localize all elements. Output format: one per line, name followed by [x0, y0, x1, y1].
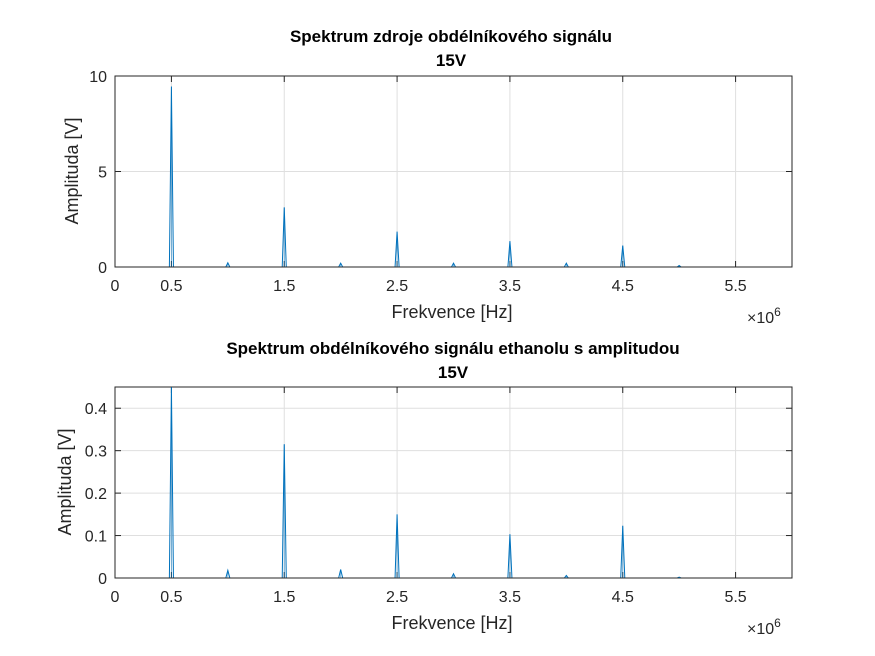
x-axis-label: Frekvence [Hz] [391, 302, 512, 322]
x-tick-label: 5.5 [724, 278, 746, 295]
x-tick-label: 3.5 [499, 278, 521, 295]
x-tick-label: 1.5 [273, 278, 295, 295]
chart-subtitle: 15V [438, 363, 469, 382]
x-tick-label: 5.5 [724, 589, 746, 606]
x-tick-label: 2.5 [386, 278, 408, 295]
x-tick-label: 1.5 [273, 589, 295, 606]
axes-frame [114, 386, 793, 579]
x-tick-label: 0.5 [160, 589, 182, 606]
x-exponent-base: ×10 [747, 310, 774, 327]
x-tick-label: 3.5 [499, 589, 521, 606]
chart-title: Spektrum obdélníkového signálu ethanolu … [226, 339, 679, 358]
x-tick-label: 0.5 [160, 278, 182, 295]
x-tick-label: 4.5 [612, 278, 634, 295]
y-tick-label: 0.1 [85, 529, 107, 546]
x-exponent-label: ×106 [747, 305, 781, 327]
y-tick-label: 0.4 [85, 401, 107, 418]
x-exponent-base: ×10 [747, 621, 774, 638]
x-exponent-power: 6 [774, 616, 781, 630]
y-axis-label: Amplituda [V] [55, 428, 75, 535]
y-tick-label: 0.3 [85, 444, 107, 461]
x-axis-label: Frekvence [Hz] [391, 613, 512, 633]
x-tick-label: 2.5 [386, 589, 408, 606]
y-tick-label: 0.2 [85, 486, 107, 503]
y-tick-label: 5 [98, 165, 107, 182]
x-exponent-power: 6 [774, 305, 781, 319]
x-tick-label: 0 [111, 278, 120, 295]
x-tick-label: 4.5 [612, 589, 634, 606]
y-axis-label: Amplituda [V] [62, 117, 82, 224]
spectrum-line [115, 86, 767, 268]
spectrum-line [115, 386, 767, 579]
chart-subtitle: 15V [436, 51, 467, 70]
y-tick-label: 0 [98, 571, 107, 588]
chart-title: Spektrum zdroje obdélníkového signálu [290, 27, 612, 46]
subplot-ethanol-spectrum: Spektrum obdélníkového signálu ethanolu … [55, 339, 793, 638]
subplot-source-spectrum: Spektrum zdroje obdélníkového signálu 15… [62, 27, 793, 327]
x-exponent-label: ×106 [747, 616, 781, 638]
y-tick-label: 0 [98, 260, 107, 277]
y-tick-label: 10 [89, 69, 107, 86]
x-tick-label: 0 [111, 589, 120, 606]
